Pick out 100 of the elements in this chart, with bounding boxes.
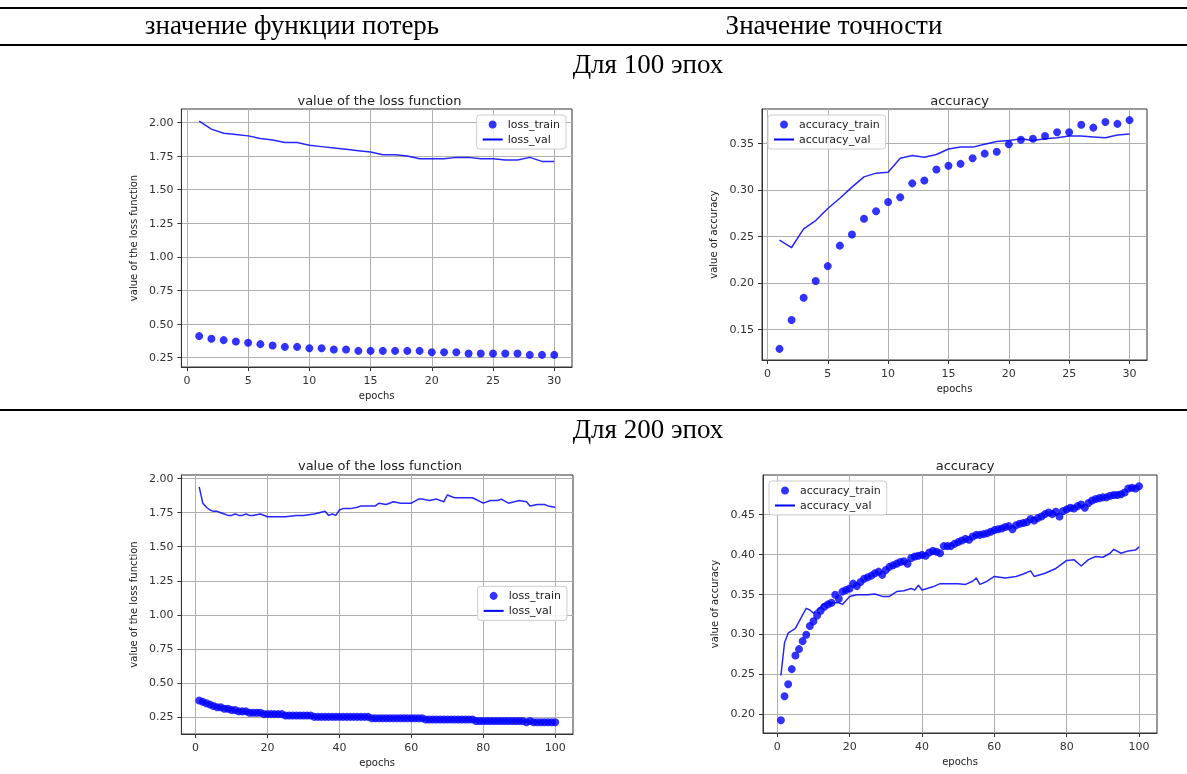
x-tick-label: 10 <box>302 374 317 387</box>
point <box>1065 128 1074 137</box>
point <box>378 346 387 355</box>
text: значение функции потерь <box>143 10 441 41</box>
chart-title: value of the loss function <box>297 458 463 473</box>
x-axis-title: epochs <box>359 757 396 769</box>
x-tick-label: 20 <box>842 740 857 753</box>
point <box>538 350 546 359</box>
x-tick-label: 15 <box>941 367 956 380</box>
point <box>354 346 363 355</box>
point <box>1125 116 1134 125</box>
y-tick-label: 0.25 <box>729 229 754 243</box>
y-tick-label: 2.00 <box>148 472 174 486</box>
x-tick-label: 0 <box>773 740 781 753</box>
point <box>525 350 534 359</box>
point <box>293 342 302 351</box>
y-tick-label: 1.00 <box>148 608 174 622</box>
y-tick-label: 0.45 <box>730 507 755 521</box>
point <box>305 344 314 353</box>
x-tick-label: 20 <box>260 741 275 754</box>
point <box>896 193 905 202</box>
point <box>464 349 473 358</box>
y-tick-label: 0.25 <box>148 710 174 724</box>
y-tick-label: 0.25 <box>148 351 174 365</box>
y-tick-label: 0.50 <box>148 676 174 690</box>
legend-label: accuracy_train <box>800 484 881 497</box>
point <box>256 340 265 349</box>
x-axis-title: epochs <box>358 390 395 402</box>
x-tick-label: 0 <box>763 367 771 380</box>
x-tick-label: 80 <box>476 741 491 754</box>
point <box>859 214 868 223</box>
point <box>195 332 204 341</box>
point <box>513 349 522 358</box>
x-tick-label: 80 <box>1059 740 1074 753</box>
x-tick-label: 20 <box>1001 367 1016 380</box>
point <box>501 349 510 358</box>
y-tick-label: 0.20 <box>729 276 754 290</box>
legend-label: accuracy_val <box>799 133 871 146</box>
point <box>1101 118 1110 127</box>
legend-label: loss_val <box>507 133 551 146</box>
y-tick-label: 1.75 <box>148 506 174 520</box>
chart-title: value of the loss function <box>297 93 462 108</box>
point <box>476 349 485 358</box>
x-tick-label: 60 <box>404 741 419 754</box>
x-tick-label: 10 <box>881 367 896 380</box>
point <box>440 348 449 357</box>
x-axis-title: epochs <box>936 383 973 395</box>
chart-title: accuracy <box>935 458 995 473</box>
point <box>329 345 338 354</box>
y-tick-label: 1.25 <box>148 216 174 230</box>
point <box>1004 140 1013 149</box>
x-tick-label: 25 <box>1062 367 1077 380</box>
line-series <box>198 486 556 518</box>
point <box>932 165 941 174</box>
chart-title: accuracy <box>930 93 990 108</box>
y-tick-label: 0.20 <box>730 707 755 721</box>
x-tick-label: 20 <box>424 374 439 387</box>
point <box>207 334 216 343</box>
y-tick-label: 1.25 <box>148 574 174 588</box>
y-tick-label: 1.75 <box>148 149 174 163</box>
point <box>268 341 277 350</box>
y-tick-label: 0.35 <box>729 136 754 150</box>
y-tick-label: 0.75 <box>148 283 174 297</box>
point <box>835 241 844 250</box>
point <box>799 293 808 302</box>
y-tick-label: 0.35 <box>730 587 755 601</box>
x-tick-label: 100 <box>1128 740 1150 753</box>
text: Для 200 эпох <box>571 414 725 445</box>
legend-label: loss_val <box>508 604 552 618</box>
y-axis-title: value of accuracy <box>709 559 721 649</box>
x-tick-label: 5 <box>824 367 832 380</box>
x-axis-title: epochs <box>942 756 978 768</box>
point <box>872 207 881 216</box>
x-tick-label: 30 <box>1122 367 1137 380</box>
line-series <box>780 546 1140 677</box>
y-tick-label: 0.25 <box>730 667 755 681</box>
x-tick-label: 40 <box>915 740 930 753</box>
point <box>908 179 917 188</box>
y-tick-label: 1.50 <box>148 183 174 197</box>
legend-label: accuracy_train <box>799 118 880 131</box>
y-tick-label: 0.15 <box>729 322 754 336</box>
y-tick-label: 0.50 <box>148 317 174 331</box>
point <box>968 154 977 163</box>
point <box>280 342 289 351</box>
point <box>452 348 461 357</box>
y-axis-title: value of accuracy <box>708 190 720 279</box>
point <box>427 348 436 357</box>
y-tick-label: 0.40 <box>730 547 755 561</box>
point <box>811 276 820 285</box>
point <box>489 349 498 358</box>
point <box>415 346 424 355</box>
point <box>1053 128 1062 137</box>
point <box>920 176 929 185</box>
point <box>403 346 412 355</box>
y-tick-label: 0.30 <box>729 183 754 197</box>
x-tick-label: 25 <box>486 374 501 387</box>
y-tick-label: 0.30 <box>730 627 755 641</box>
y-tick-label: 2.00 <box>148 115 174 129</box>
text: Значение точности <box>724 10 944 41</box>
y-tick-label: 1.00 <box>148 250 174 264</box>
